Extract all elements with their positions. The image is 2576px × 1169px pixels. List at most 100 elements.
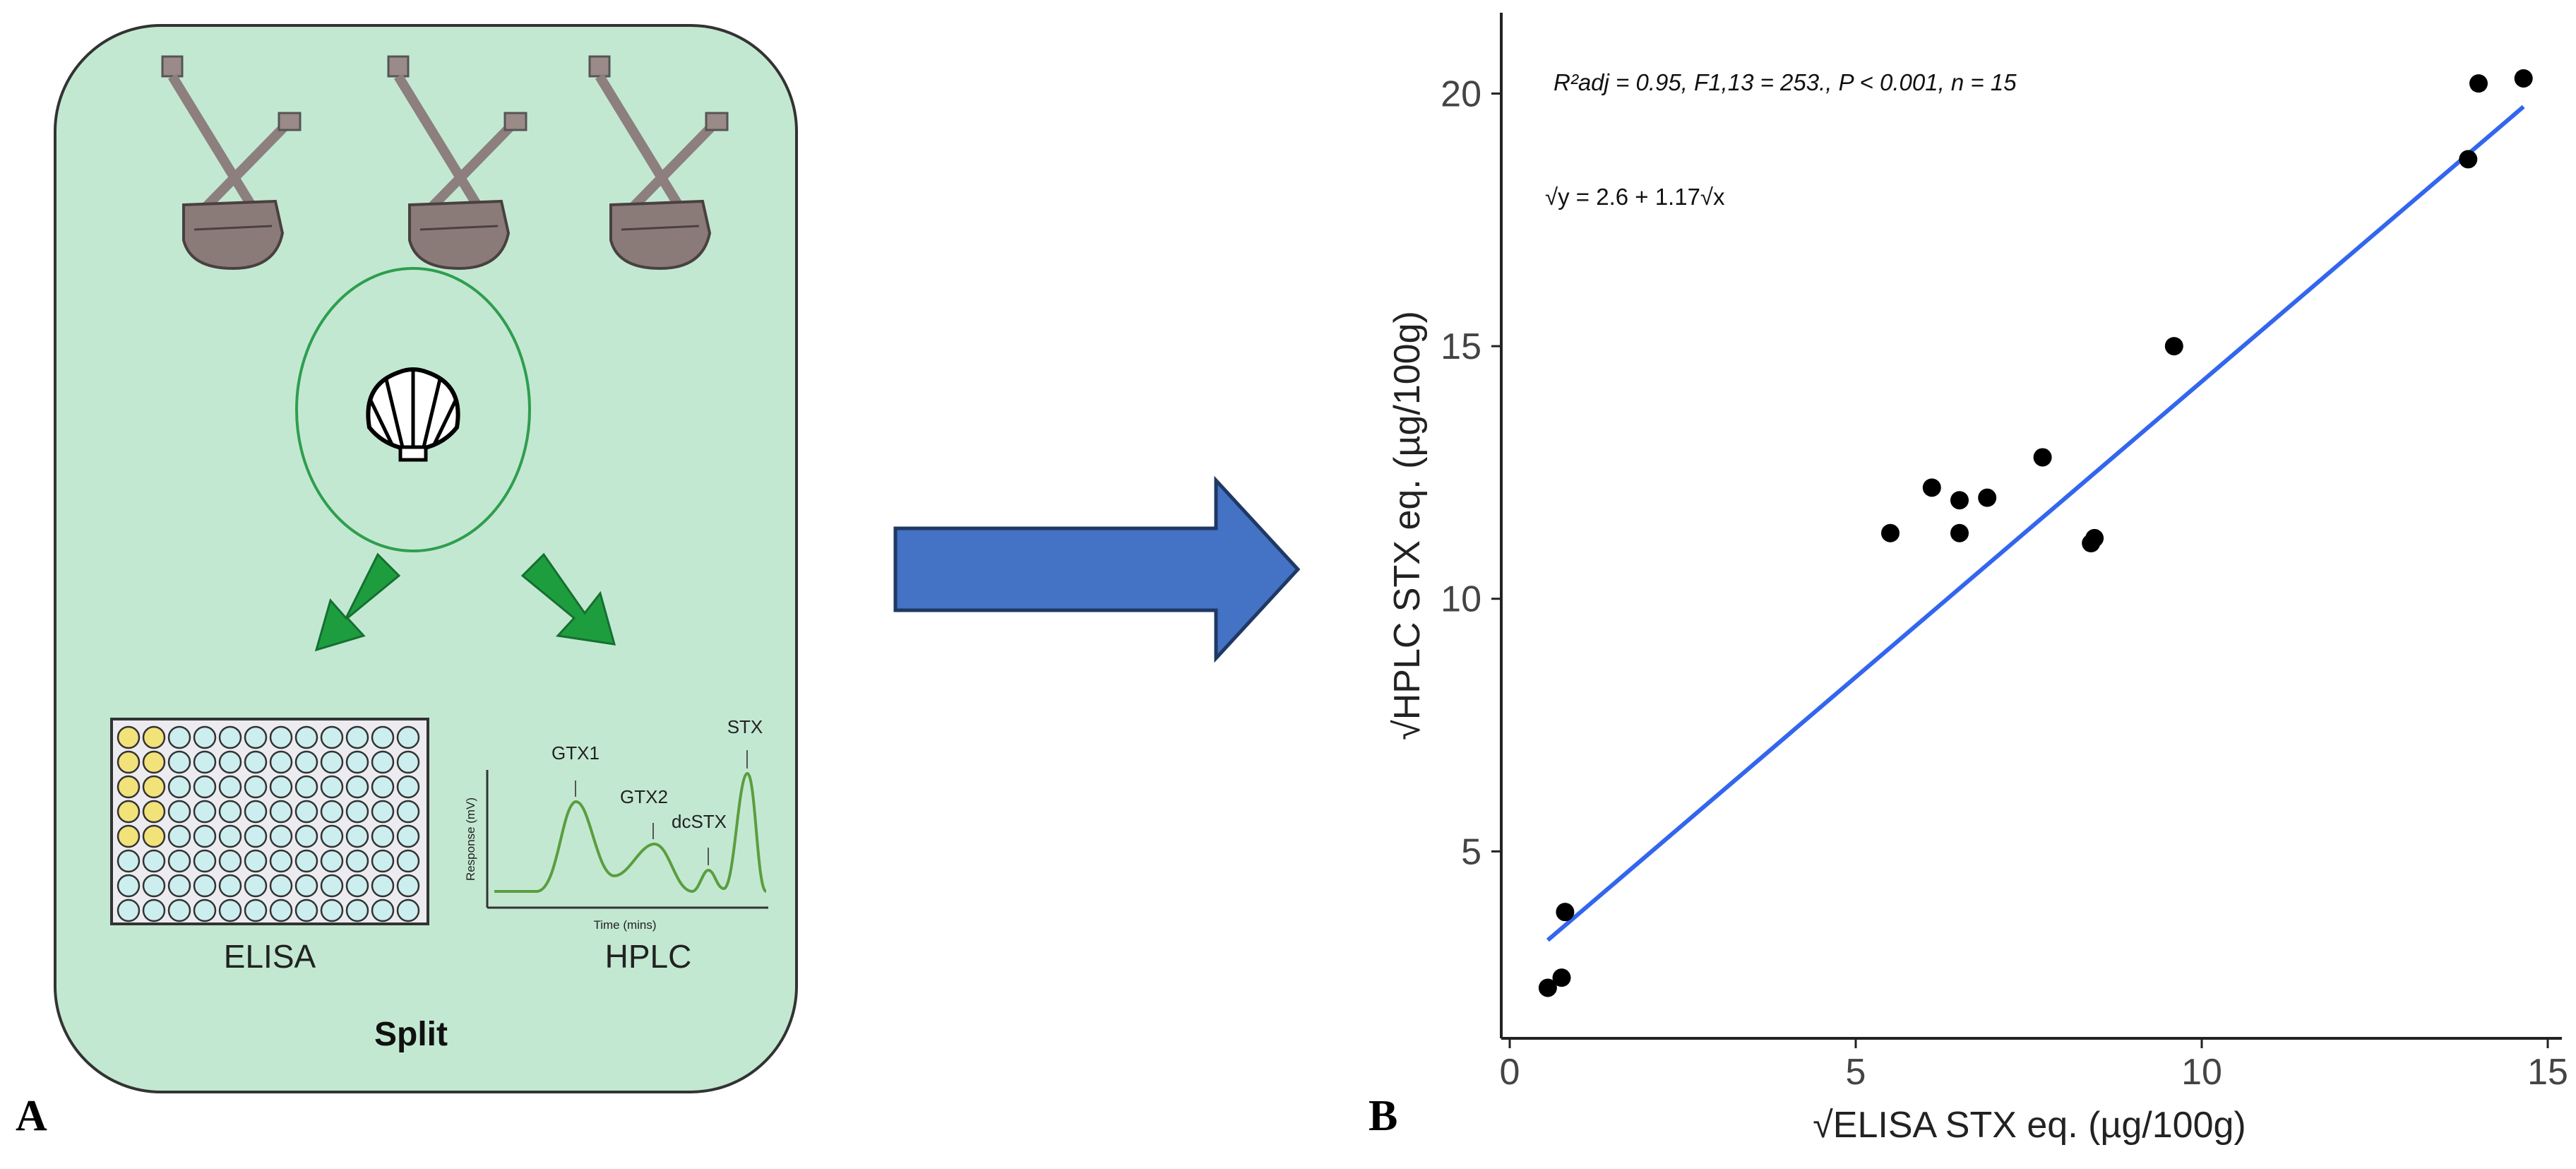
elisa-well [167, 800, 191, 824]
data-point [1950, 523, 1969, 542]
elisa-well [294, 874, 318, 898]
data-point [2085, 528, 2104, 547]
elisa-well [396, 898, 420, 922]
elisa-well [371, 800, 395, 824]
elisa-well [244, 750, 268, 774]
y-tick-label: 15 [1441, 326, 1481, 367]
y-tick-label: 10 [1441, 579, 1481, 620]
elisa-well [218, 800, 242, 824]
elisa-well [345, 725, 369, 749]
elisa-well [142, 800, 166, 824]
right-arrow-icon [893, 475, 1301, 663]
elisa-well [142, 725, 166, 749]
elisa-well [320, 849, 344, 873]
elisa-well [269, 874, 293, 898]
elisa-well [371, 898, 395, 922]
panel-a-letter: A [16, 1092, 47, 1140]
x-tick-label: 15 [2527, 1052, 2568, 1093]
elisa-well [345, 775, 369, 799]
elisa-well [244, 849, 268, 873]
elisa-well [269, 898, 293, 922]
elisa-well [167, 725, 191, 749]
elisa-well [269, 725, 293, 749]
data-point [2164, 337, 2183, 356]
elisa-well [193, 750, 217, 774]
elisa-well [396, 824, 420, 848]
elisa-well [117, 725, 141, 749]
split-label: Split [374, 1016, 448, 1053]
elisa-well [193, 800, 217, 824]
arrow-to-elisa [314, 552, 401, 652]
elisa-well [396, 800, 420, 824]
elisa-well [320, 898, 344, 922]
data-point [1950, 491, 1969, 510]
elisa-well [167, 874, 191, 898]
elisa-well [294, 750, 318, 774]
elisa-well [244, 725, 268, 749]
dredge-icon [161, 55, 302, 271]
elisa-well [117, 849, 141, 873]
elisa-well [396, 750, 420, 774]
hplc-x-axis-label: Time (mins) [593, 918, 656, 932]
x-axis-title: √ELISA STX eq. (µg/100g) [1813, 1105, 2246, 1146]
peak-label-dcstx: dcSTX [672, 811, 727, 832]
elisa-well [320, 824, 344, 848]
elisa-well [218, 849, 242, 873]
elisa-well [320, 800, 344, 824]
x-tick-label: 10 [2181, 1052, 2222, 1093]
data-point [2033, 448, 2052, 467]
y-tick-label: 5 [1461, 831, 1481, 872]
elisa-well [371, 750, 395, 774]
elisa-well [142, 898, 166, 922]
elisa-well [218, 824, 242, 848]
elisa-well [142, 750, 166, 774]
y-tick-label: 20 [1441, 73, 1481, 114]
elisa-well [193, 874, 217, 898]
elisa-well [396, 775, 420, 799]
peak-label-gtx2: GTX2 [620, 786, 668, 807]
stats-annotation: R²adj = 0.95, F1,13 = 253., P < 0.001, n… [1554, 69, 2017, 95]
elisa-well [294, 775, 318, 799]
x-tick-label: 0 [1500, 1052, 1520, 1093]
elisa-well [142, 824, 166, 848]
elisa-well [294, 849, 318, 873]
scatter-chart: 0 5 10 15 5 10 15 20 R²adj = 0.95, F1,13 = 253.… [1387, 13, 2568, 1146]
elisa-well [193, 849, 217, 873]
elisa-well [117, 824, 141, 848]
elisa-well [193, 775, 217, 799]
elisa-well [167, 849, 191, 873]
sample-pool-circle [295, 267, 531, 552]
data-point [1978, 488, 1997, 507]
equation-annotation: √y = 2.6 + 1.17√x [1545, 184, 1725, 210]
elisa-well [193, 898, 217, 922]
elisa-well [345, 874, 369, 898]
elisa-well [244, 775, 268, 799]
elisa-well [396, 725, 420, 749]
elisa-well [117, 800, 141, 824]
hplc-label: HPLC [605, 938, 692, 975]
dredge-icon [387, 55, 527, 271]
panel-b-letter: B [1368, 1092, 1397, 1140]
elisa-well [167, 775, 191, 799]
arrow-to-hplc [520, 552, 616, 646]
elisa-well [142, 874, 166, 898]
elisa-well [345, 750, 369, 774]
elisa-well [269, 750, 293, 774]
elisa-well [294, 725, 318, 749]
data-point [2469, 74, 2488, 93]
elisa-well [142, 849, 166, 873]
elisa-well [371, 874, 395, 898]
elisa-well [294, 898, 318, 922]
data-point [1552, 968, 1571, 987]
data-point [1881, 523, 1900, 542]
elisa-well [218, 874, 242, 898]
peak-label-gtx1: GTX1 [551, 742, 600, 764]
x-tick-label: 5 [1846, 1052, 1866, 1093]
data-point [1922, 478, 1941, 497]
elisa-well [320, 775, 344, 799]
elisa-well [218, 725, 242, 749]
elisa-well [294, 800, 318, 824]
regression-line [1546, 105, 2525, 942]
elisa-well [320, 725, 344, 749]
